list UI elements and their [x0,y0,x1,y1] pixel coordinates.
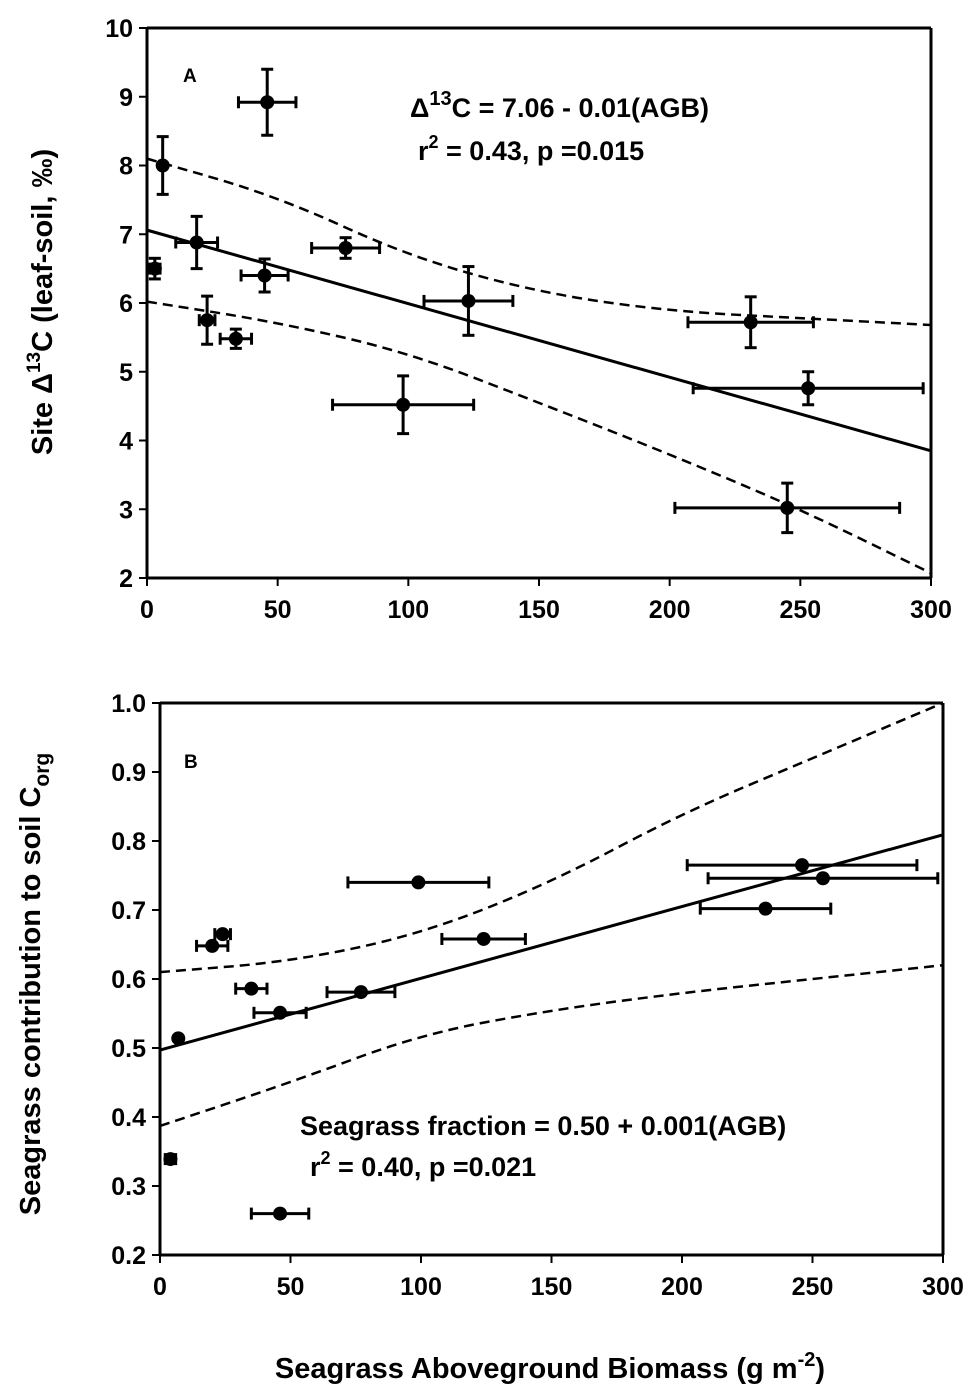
panel-b-confidence-bands [159,701,944,1128]
panel-a-y-tick-label: 3 [119,496,133,524]
panel-b: 0 50 100 150 200 250 300 0.2 0.3 0.4 0.5 0.6 0.7 0.8 0… [15,690,964,1385]
panel-a-y-tick-label: 2 [119,565,133,593]
panel-a-y-tick-label: 9 [119,84,133,112]
panel-b-axes [152,701,945,1263]
panel-a: 0 50 100 150 200 250 300 2 3 4 5 6 7 8 9 10 A Δ13C = 7.… [24,15,952,624]
panel-a-y-tick-label: 8 [119,153,133,181]
panel-b-data-point [244,981,259,996]
panel-a-data-point [743,315,758,330]
panel-b-label: B [184,752,198,773]
panel-b-y-tick-label: 0.8 [111,828,146,856]
panel-b-data-point [205,938,220,953]
panel-a-stats: r2 = 0.43, p =0.015 [418,132,644,166]
panel-b-data-point [795,858,810,873]
panel-b-x-tick-label: 100 [400,1273,442,1301]
panel-b-x-tick-label: 250 [792,1273,834,1301]
panel-a-confidence-bands [146,157,932,575]
panel-a-data-point [801,381,816,396]
panel-a-x-tick-label: 200 [649,596,691,624]
panel-a-points [147,95,816,515]
panel-b-data-point [476,931,491,946]
panel-a-y-axis-title: Site Δ13C (leaf-soil, ‰) [24,149,59,455]
panel-b-y-tick-label: 0.4 [111,1104,146,1132]
panel-b-points [163,858,830,1221]
panel-b-y-tick-label: 0.5 [111,1035,146,1063]
panel-b-ci-upper [159,701,944,974]
panel-a-label: A [183,66,197,87]
x-axis-title: Seagrass Aboveground Biomass (g m-2) [275,1349,825,1385]
panel-a-fit-line [146,228,932,453]
panel-b-data-point [411,875,426,890]
panel-a-regression-line [146,228,932,453]
panel-b-equation: Seagrass fraction = 0.50 + 0.001(AGB) [300,1111,786,1141]
panel-b-x-tick-label: 0 [153,1273,167,1301]
panel-b-y-tick-label: 1.0 [111,690,146,718]
panel-a-x-tick-label: 0 [140,596,154,624]
panel-b-y-tick-label: 0.7 [111,897,146,925]
panel-b-y-tick-label: 0.9 [111,759,146,787]
panel-a-x-tick-label: 50 [264,596,292,624]
panel-b-data-point [815,871,830,886]
panel-b-x-tick-label: 150 [531,1273,573,1301]
panel-b-stats: r2 = 0.40, p =0.021 [310,1148,536,1182]
panel-a-data-point [461,293,476,308]
panel-a-data-point [257,268,272,283]
panel-a-y-tick-label: 5 [119,359,133,387]
panel-a-y-tick-label: 6 [119,290,133,318]
panel-b-y-tick-label: 0.3 [111,1173,146,1201]
panel-b-x-tick-label: 50 [277,1273,305,1301]
panel-b-data-point [758,901,773,916]
panel-b-x-tick-label: 200 [661,1273,703,1301]
panel-a-y-tick-label: 4 [119,428,133,456]
panel-a-x-tick-label: 100 [387,596,429,624]
panel-b-tick-labels: 0 50 100 150 200 250 300 0.2 0.3 0.4 0.5 0.6 0.7 0.8 0… [111,690,964,1301]
panel-b-ci-lower [159,963,944,1128]
panel-a-data-point [780,500,795,515]
panel-a-data-point [228,331,243,346]
panel-a-data-point [396,397,411,412]
panel-a-x-tick-label: 150 [518,596,560,624]
panel-a-equation: Δ13C = 7.06 - 0.01(AGB) [410,88,709,123]
panel-b-data-point [171,1031,186,1046]
panel-a-y-tick-label: 10 [105,15,133,43]
panel-a-data-point [155,158,170,173]
panel-b-data-point [353,985,368,1000]
panel-a-x-tick-label: 300 [910,596,952,624]
panel-a-ci-lower [146,300,932,575]
panel-a-data-point [338,241,353,255]
panel-b-error-bars [163,859,940,1220]
panel-b-data-point [215,927,230,942]
panel-b-y-axis-title: Seagrass contribution to soil Corg [15,753,54,1215]
panel-b-data-point [163,1152,178,1167]
panel-b-data-point [273,1005,288,1020]
panel-a-axes [139,26,933,586]
panel-b-y-tick-label: 0.6 [111,966,146,994]
panel-a-data-point [147,261,162,276]
panel-a-data-point [260,95,275,110]
panel-a-y-tick-label: 7 [119,221,133,249]
panel-b-y-tick-label: 0.2 [111,1242,146,1270]
panel-a-data-point [189,235,204,250]
panel-a-data-point [200,313,215,328]
panel-b-x-tick-label: 300 [922,1273,964,1301]
panel-a-ci-upper [146,157,932,327]
panel-a-x-tick-label: 250 [779,596,821,624]
panel-b-data-point [273,1206,288,1221]
panel-a-tick-labels: 0 50 100 150 200 250 300 2 3 4 5 6 7 8 9 10 [105,15,952,624]
